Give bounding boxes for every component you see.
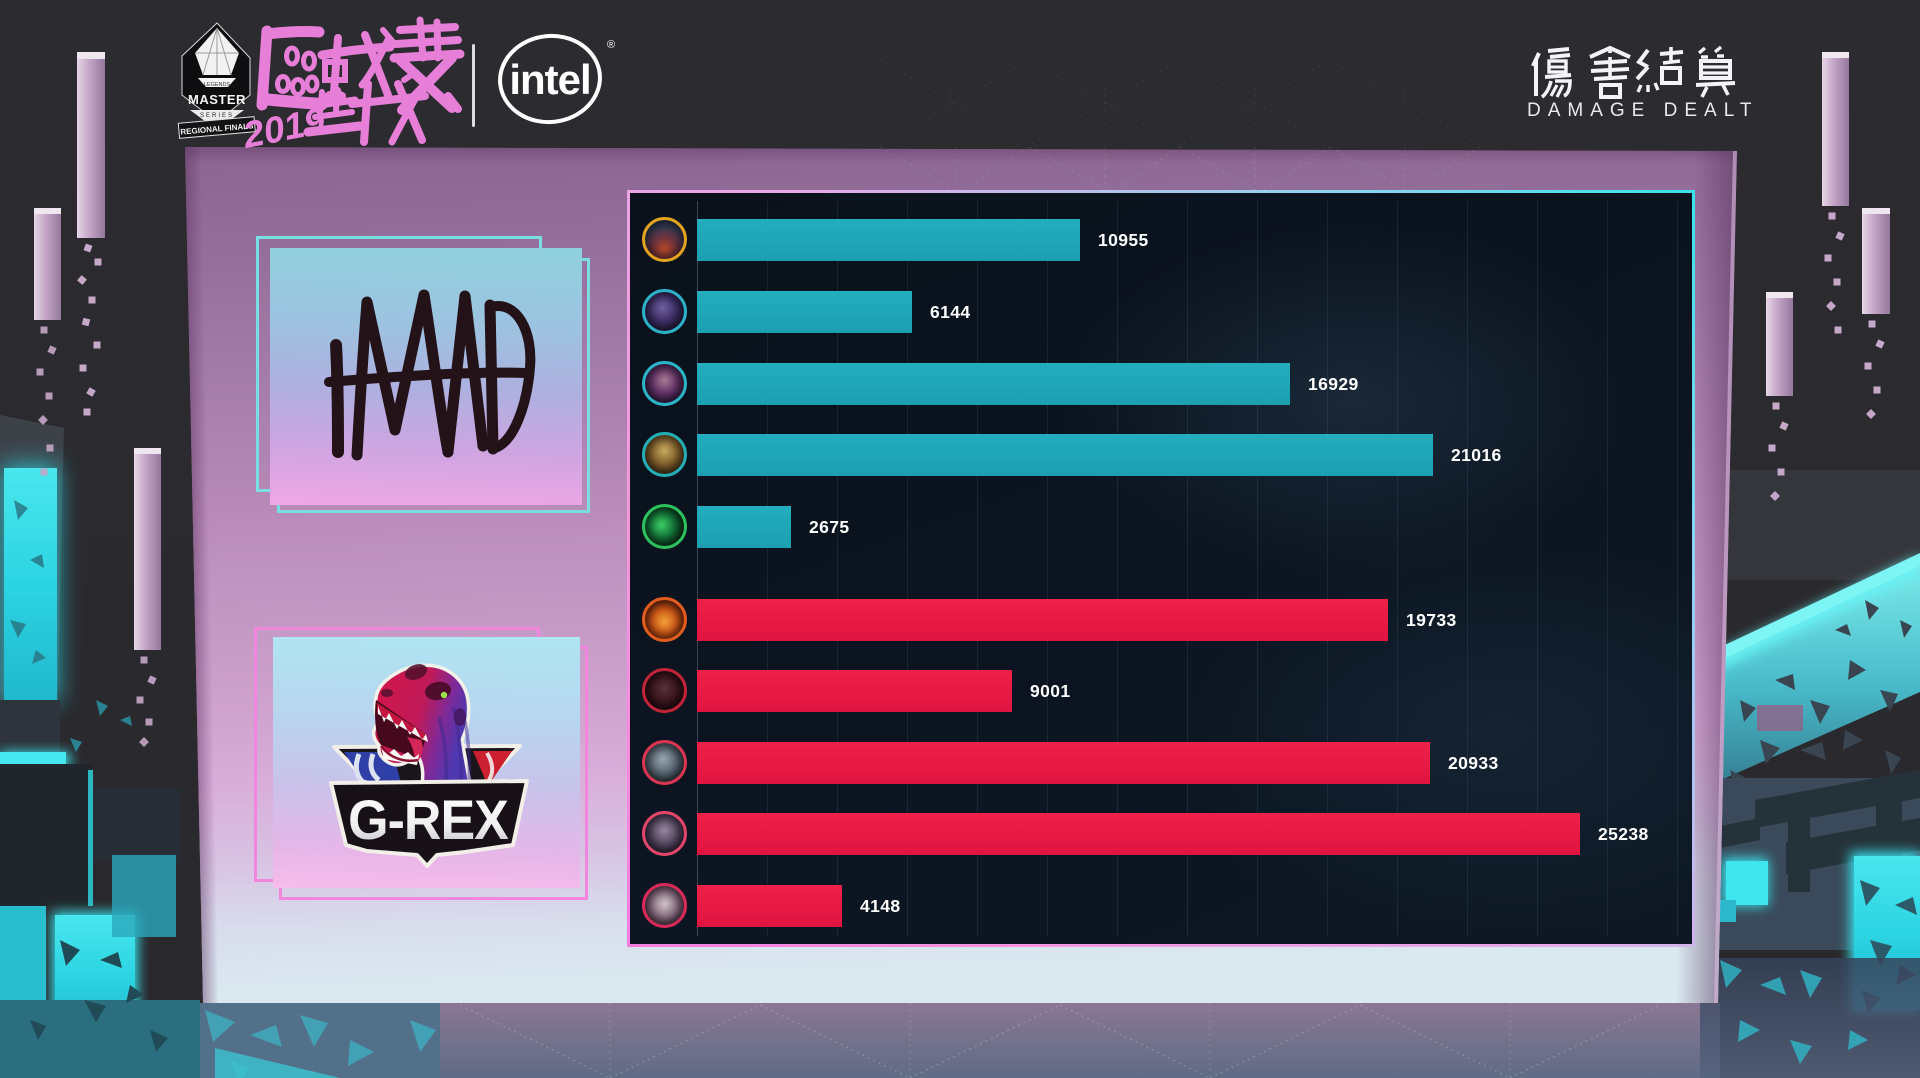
svg-text:G-REX: G-REX	[348, 789, 509, 851]
svg-text:SERIES: SERIES	[200, 113, 234, 119]
svg-text:LEGENDS: LEGENDS	[204, 82, 231, 88]
svg-text:®: ®	[607, 39, 615, 51]
svg-text:MASTER: MASTER	[188, 92, 246, 107]
svg-text:2019: 2019	[239, 100, 329, 156]
svg-text:intel: intel	[509, 56, 590, 103]
